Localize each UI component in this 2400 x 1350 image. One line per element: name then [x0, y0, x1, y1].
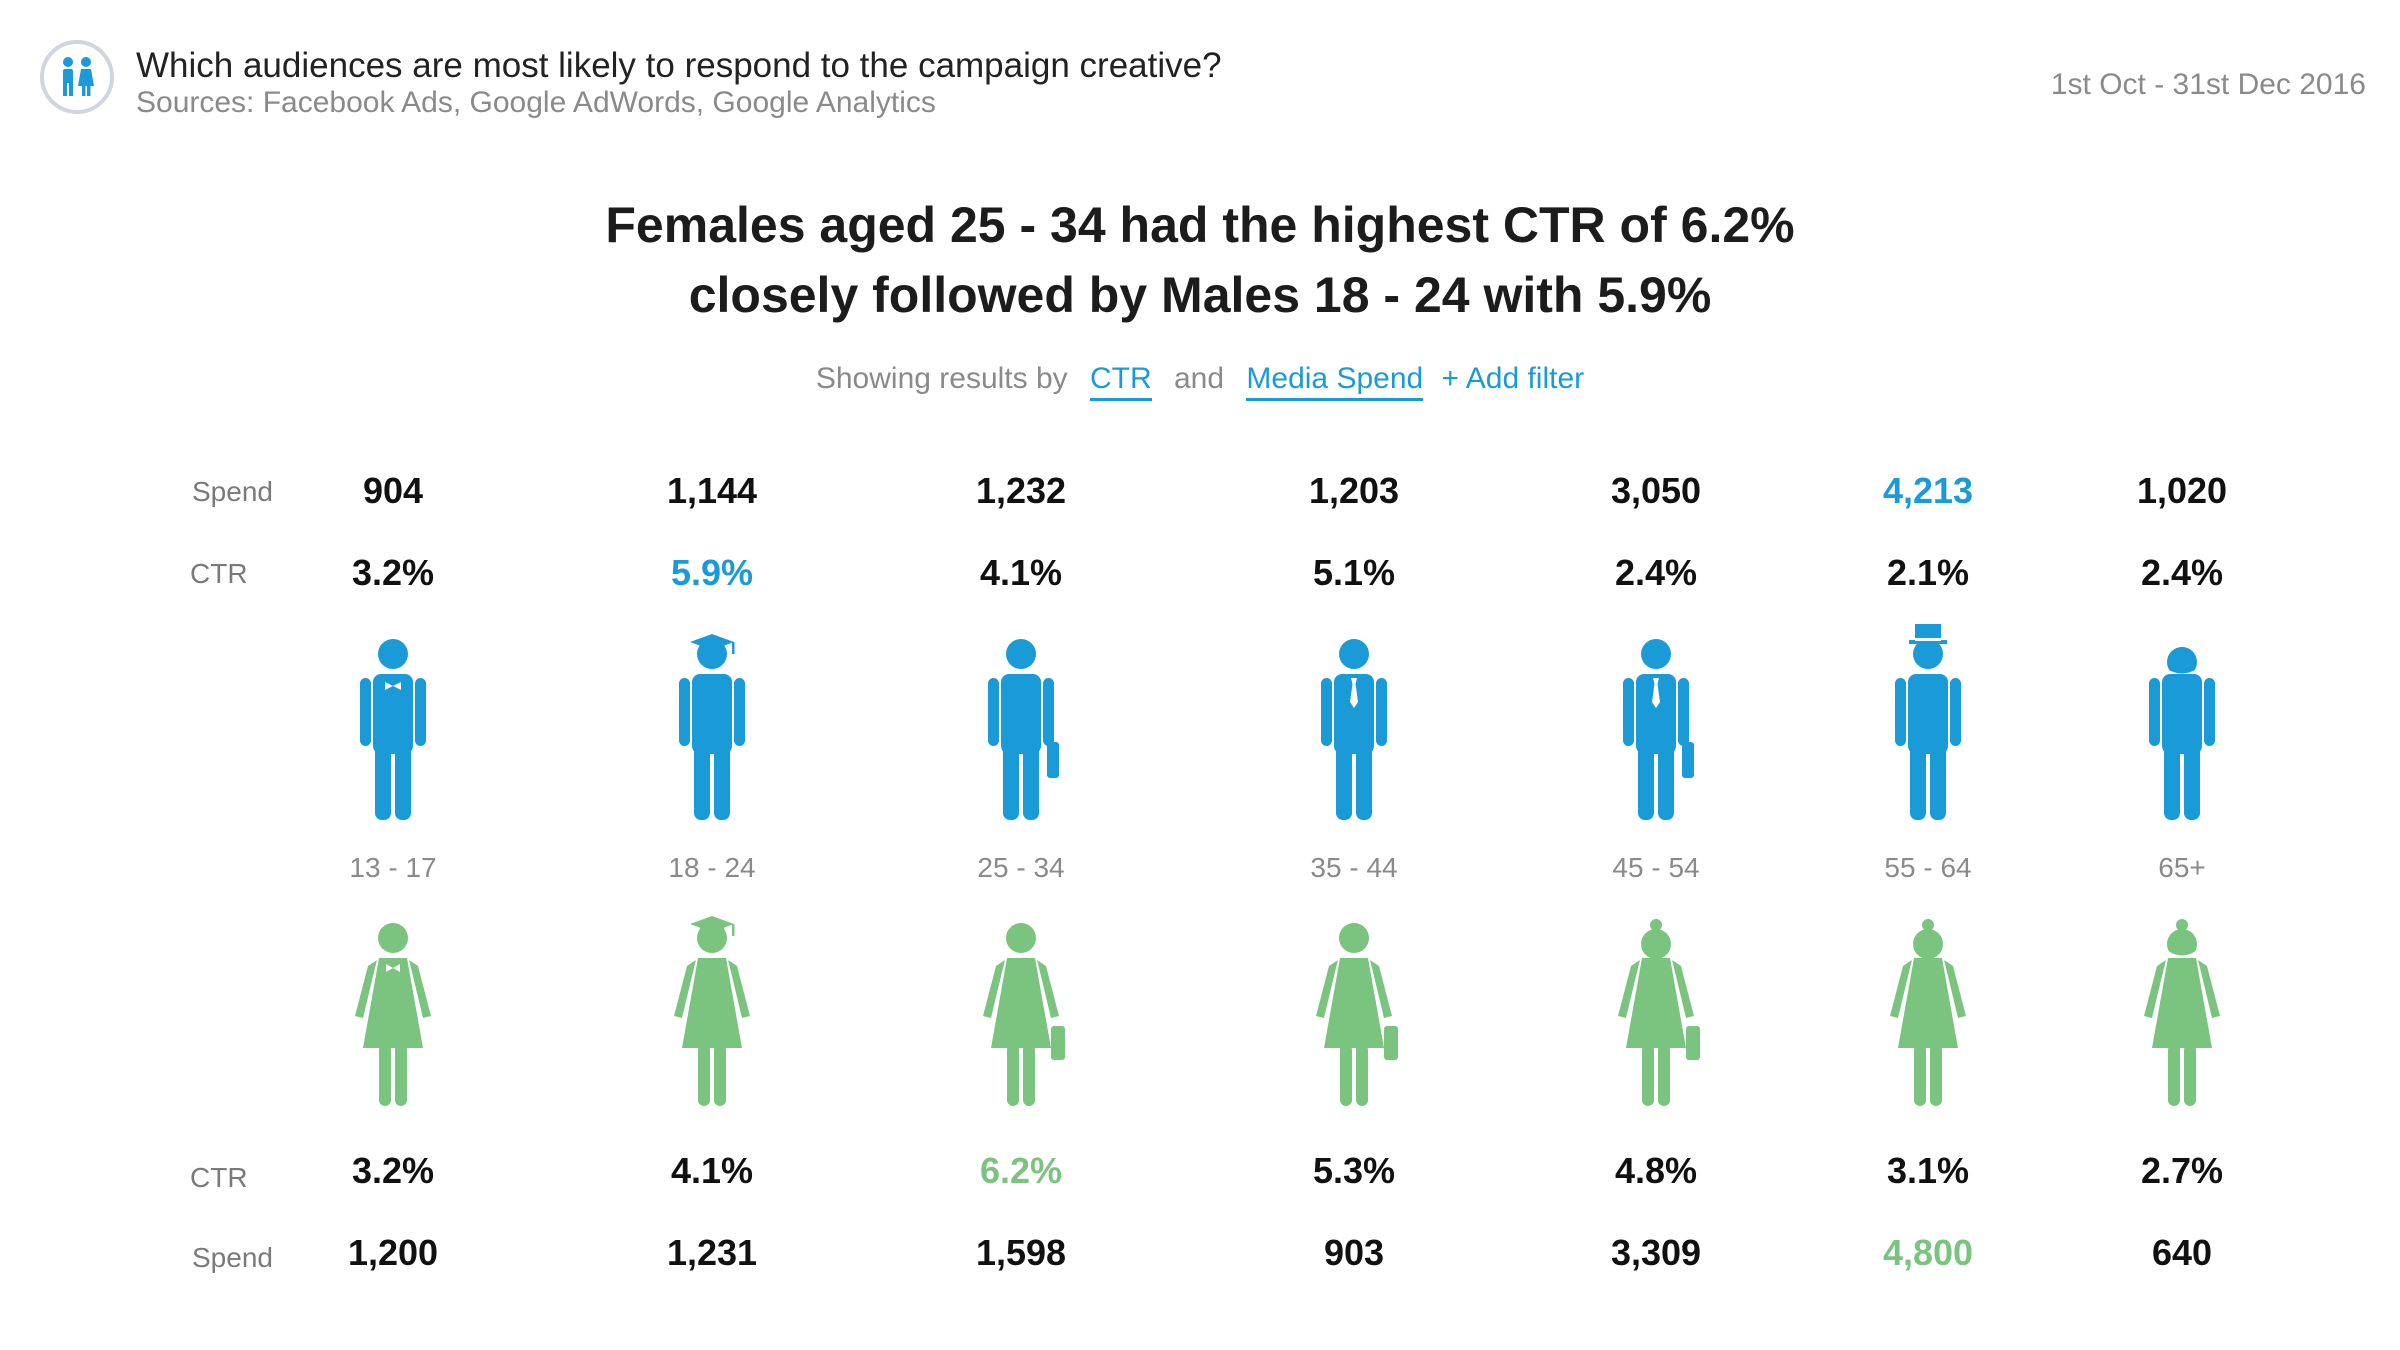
female-spend-value: 1,231: [666, 1232, 758, 1273]
female-bag-icon: [983, 923, 1065, 1106]
male-bowtie-icon: [360, 639, 426, 820]
male-spend-value: 1,203: [1308, 470, 1400, 511]
filter-bar: Showing results by CTR and Media Spend +…: [0, 362, 2400, 401]
headline-line-1: Females aged 25 - 34 had the highest CTR…: [605, 197, 1795, 253]
male-graduate-icon: [679, 634, 745, 820]
male-spend-value: 3,050: [1610, 470, 1702, 511]
age-group-label: 45 - 54: [1612, 852, 1700, 883]
age-group-label: 13 - 17: [349, 852, 437, 883]
male-tie-icon: [1321, 639, 1387, 820]
female-spend-value: 1,598: [975, 1232, 1067, 1273]
female-bow-icon: [355, 923, 431, 1106]
female-spend-value: 3,309: [1610, 1232, 1702, 1273]
female-graduate-icon: [674, 916, 750, 1106]
female-spend-value: 1,200: [347, 1232, 439, 1273]
female-bun-bag-icon: [1618, 919, 1700, 1106]
male-ctr-row-label: CTR: [190, 558, 248, 589]
female-elder-icon: [2144, 919, 2220, 1106]
male-ctr-value: 3.2%: [351, 552, 435, 593]
male-ctr-value: 2.4%: [1614, 552, 1698, 593]
female-ctr-value: 5.3%: [1312, 1150, 1396, 1191]
male-ctr-value: 5.1%: [1312, 552, 1396, 593]
male-ctr-value: 2.1%: [1886, 552, 1970, 593]
male-spend-value: 4,213: [1882, 470, 1974, 511]
age-group-label: 65+: [2158, 852, 2206, 883]
male-ctr-value: 5.9%: [670, 552, 754, 593]
date-range[interactable]: 1st Oct - 31st Dec 2016: [2050, 68, 2366, 101]
female-spend-value: 640: [2151, 1232, 2213, 1273]
app-logo: [40, 40, 114, 114]
male-ctr-value: 4.1%: [979, 552, 1063, 593]
male-tie-briefcase-icon: [1623, 639, 1694, 820]
male-spend-row-label: Spend: [192, 476, 273, 507]
male-spend-value: 1,232: [975, 470, 1067, 511]
filter-prefix: Showing results by: [815, 362, 1068, 395]
filter-joiner: and: [1174, 362, 1225, 395]
female-ctr-row-label: CTR: [190, 1162, 248, 1193]
age-group-label: 35 - 44: [1310, 852, 1398, 883]
age-group-label: 55 - 64: [1884, 852, 1972, 883]
report-sources: Sources: Facebook Ads, Google AdWords, G…: [136, 86, 936, 119]
female-ctr-value: 6.2%: [979, 1150, 1063, 1191]
add-filter-button[interactable]: + Add filter: [1441, 362, 1585, 395]
female-bag-icon: [1316, 923, 1398, 1106]
female-ctr-value: 3.1%: [1886, 1150, 1970, 1191]
male-tophat-icon: [1895, 624, 1961, 820]
filter-media-spend-chip[interactable]: Media Spend: [1246, 362, 1424, 401]
female-spend-row-label: Spend: [192, 1242, 273, 1273]
female-spend-value: 4,800: [1882, 1232, 1974, 1273]
male-briefcase-icon: [988, 639, 1059, 820]
male-spend-value: 1,020: [2136, 470, 2228, 511]
female-bun-icon: [1890, 919, 1966, 1106]
headline-line-2: closely followed by Males 18 - 24 with 5…: [688, 267, 1712, 323]
male-elder-icon: [2149, 647, 2215, 820]
female-spend-value: 903: [1323, 1232, 1385, 1273]
female-ctr-value: 4.8%: [1614, 1150, 1698, 1191]
age-group-label: 18 - 24: [668, 852, 756, 883]
filter-ctr-chip[interactable]: CTR: [1090, 362, 1152, 401]
female-ctr-value: 3.2%: [351, 1150, 435, 1191]
male-spend-value: 904: [362, 470, 424, 511]
female-ctr-value: 4.1%: [670, 1150, 754, 1191]
female-ctr-value: 2.7%: [2140, 1150, 2224, 1191]
male-ctr-value: 2.4%: [2140, 552, 2224, 593]
people-icon: [63, 57, 94, 96]
male-spend-value: 1,144: [666, 470, 758, 511]
age-group-label: 25 - 34: [977, 852, 1065, 883]
report-title: Which audiences are most likely to respo…: [136, 46, 1222, 85]
